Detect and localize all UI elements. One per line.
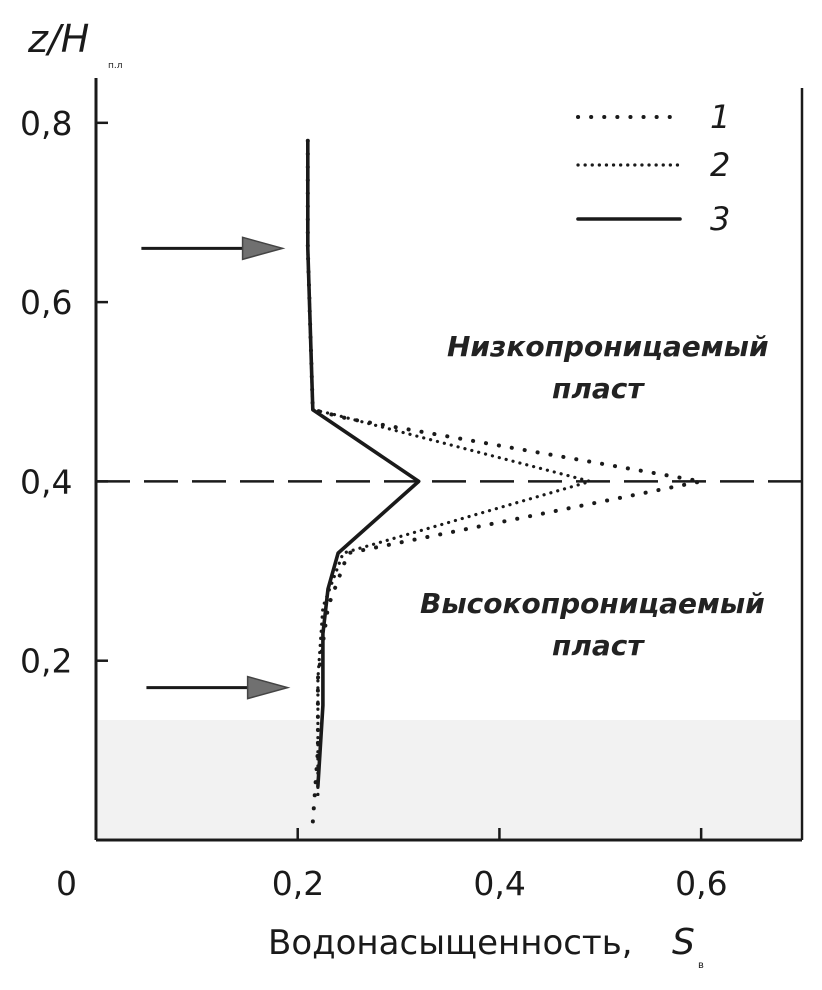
y-tick-label: 0,6	[20, 283, 72, 322]
x-tick-label: 0,4	[473, 864, 525, 903]
layer-annotation: Низкопроницаемый	[447, 330, 769, 363]
legend-label-3: 3	[710, 200, 730, 238]
arrow-head	[241, 236, 286, 261]
arrow-head	[246, 675, 291, 700]
layer-annotation: Высокопроницаемый	[420, 587, 765, 620]
y-tick-label: 0,4	[20, 462, 72, 501]
y-axis-subscript: п.л	[108, 61, 123, 71]
labels-layer: 0,2 0,4 0,6 0,8 0 0,2 0,4 0,6 Низкопроницаемый пл…	[20, 17, 769, 971]
background-shading	[98, 720, 800, 838]
x-tick-label: 0,2	[272, 864, 324, 903]
legend: 1 2 3	[576, 98, 730, 238]
layer-annotation: пласт	[552, 372, 645, 405]
x-tick-label: 0	[56, 864, 77, 903]
y-tick-label: 0,8	[20, 104, 72, 143]
axes-layer	[94, 78, 804, 842]
x-axis-subscript: в	[698, 960, 704, 971]
series-3-line	[306, 139, 421, 788]
y-tick-label: 0,2	[20, 642, 72, 681]
plot-background	[98, 720, 800, 838]
x-axis-symbol: S	[672, 922, 695, 963]
legend-label-2: 2	[710, 146, 730, 184]
x-tick-label: 0,6	[675, 864, 727, 903]
series-2-line	[306, 139, 597, 797]
legend-label-1: 1	[710, 98, 730, 136]
x-axis-title: Водонасыщенность,	[268, 923, 633, 963]
series-layer	[141, 138, 702, 825]
y-axis-title: z/H	[27, 17, 89, 61]
layer-annotation: пласт	[552, 629, 645, 662]
